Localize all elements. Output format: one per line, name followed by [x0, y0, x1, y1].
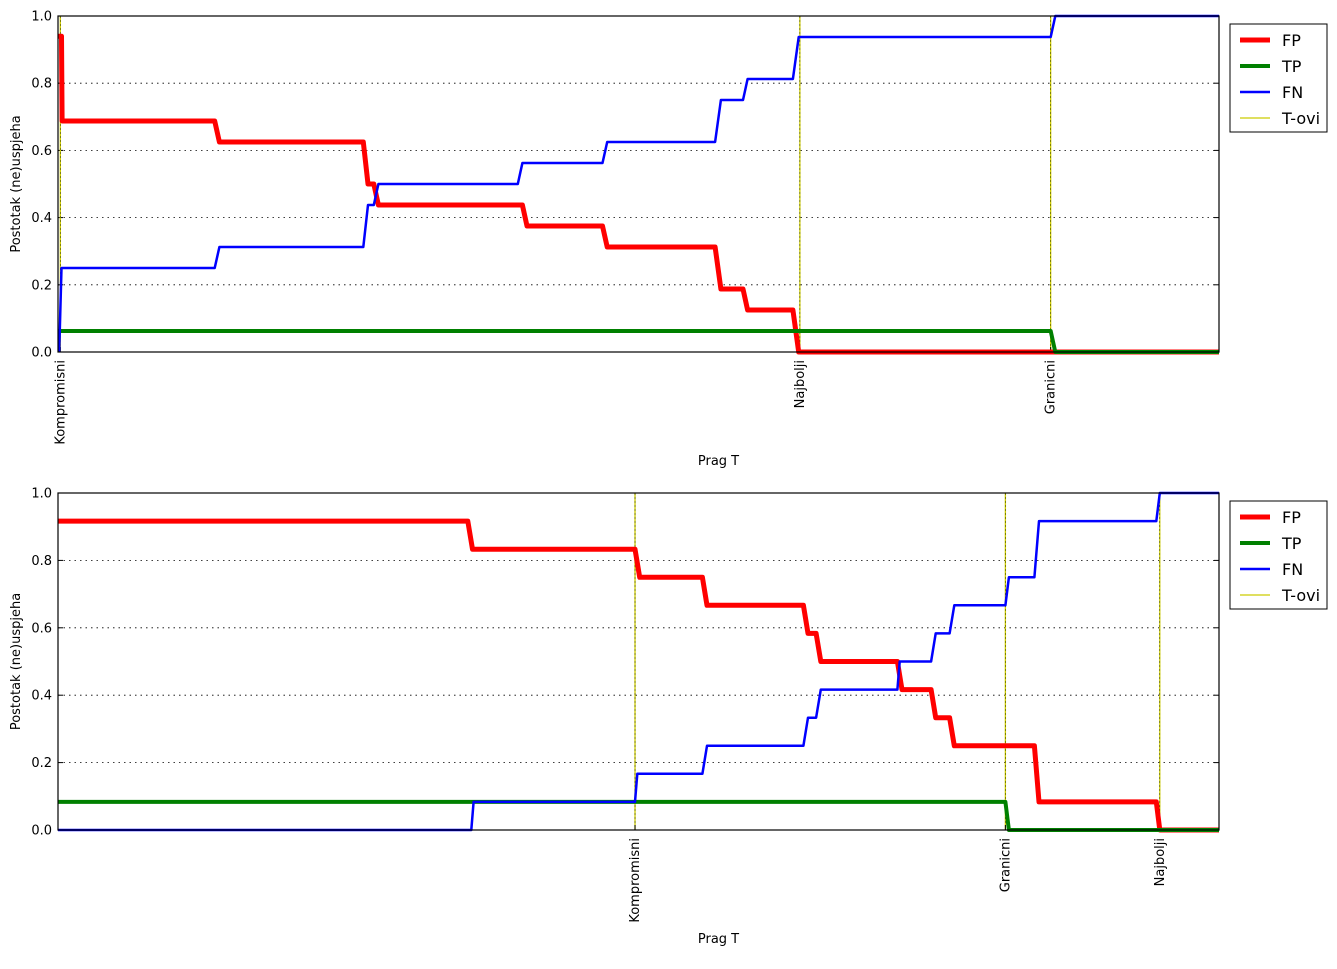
legend-entry-t-ovi: T-ovi [1281, 586, 1320, 605]
y-axis-label: Postotak (ne)uspjeha [9, 115, 24, 252]
x-axis-label: Prag T [698, 932, 739, 947]
y-tick-label: 0.0 [31, 824, 52, 839]
series-line-fp [58, 518, 1219, 833]
y-tick-label: 0.0 [31, 346, 52, 361]
y-tick-label: 1.0 [31, 487, 52, 502]
y-tick-label: 0.8 [31, 77, 52, 92]
legend-entry-fn: FN [1282, 560, 1303, 579]
legend-entry-tp: TP [1281, 57, 1302, 76]
y-tick-label: 0.6 [31, 144, 52, 159]
y-tick-label: 0.4 [31, 689, 52, 704]
y-axis-label: Postotak (ne)uspjeha [9, 593, 24, 730]
y-tick-label: 0.2 [31, 278, 52, 293]
series-line-fp [58, 33, 1219, 355]
x-tick-label: Granicni [1044, 360, 1059, 414]
y-tick-label: 0.8 [31, 554, 52, 569]
x-tick-label: Kompromisni [53, 360, 68, 445]
x-tick-label: Kompromisni [628, 838, 643, 923]
x-tick-label: Najbolji [793, 360, 808, 408]
y-tick-label: 0.2 [31, 756, 52, 771]
y-tick-label: 1.0 [31, 10, 52, 25]
chart-panel-1: 0.0 0.2 0.4 0.6 0.8 1.0 Kompromisni Najbolji Gra… [9, 10, 1328, 469]
legend-entry-fn: FN [1282, 83, 1303, 102]
y-tick-label: 0.4 [31, 211, 52, 226]
legend-entry-fp: FP [1282, 31, 1301, 50]
x-tick-label: Granicni [998, 838, 1013, 892]
y-tick-label: 0.6 [31, 621, 52, 636]
plot-area-frame [57, 492, 1220, 831]
series-line-fn [57, 14, 1219, 353]
legend-entry-tp: TP [1281, 534, 1302, 553]
series-line-fn [58, 491, 1219, 832]
x-tick-label: Najbolji [1153, 838, 1168, 886]
legend-entry-fp: FP [1282, 508, 1301, 527]
legend-entry-t-ovi: T-ovi [1281, 109, 1320, 128]
chart-panel-2: 0.0 0.2 0.4 0.6 0.8 1.0 Kompromisni Granicni Naj… [9, 487, 1328, 947]
plot-area-frame [57, 15, 1220, 353]
x-axis-label: Prag T [698, 454, 739, 469]
